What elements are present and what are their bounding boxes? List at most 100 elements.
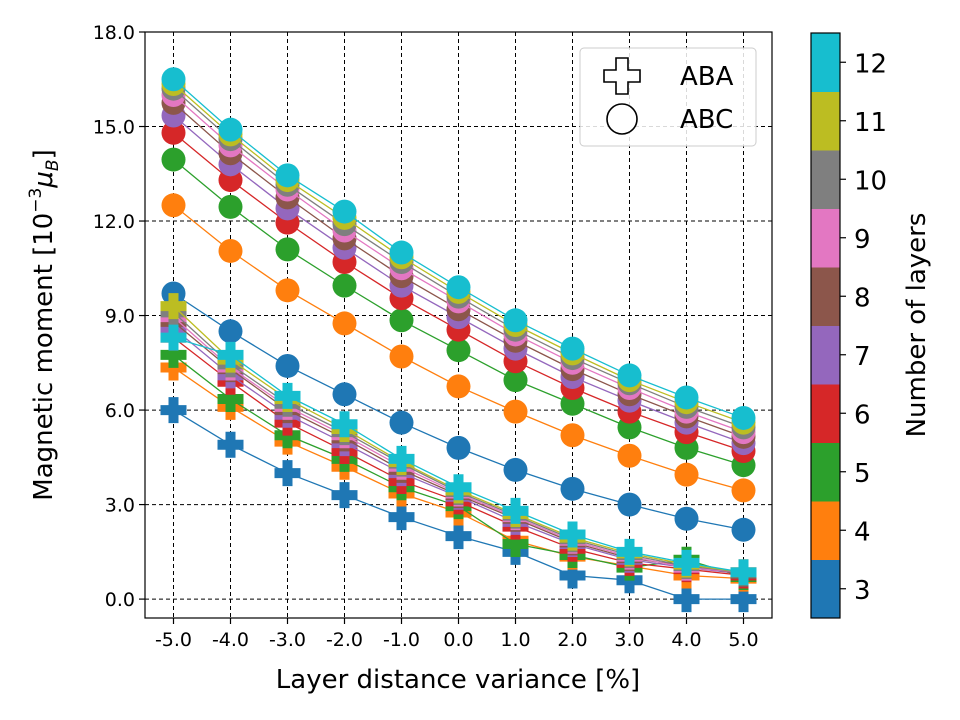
abc-point xyxy=(275,237,300,262)
aba-point xyxy=(673,586,700,613)
abc-point xyxy=(674,385,699,410)
abc-point xyxy=(674,462,699,487)
abc-point xyxy=(275,278,300,303)
aba-point xyxy=(160,341,187,368)
colorbar-label: Number of layers xyxy=(902,213,932,438)
abc-point xyxy=(503,399,528,424)
legend-label-aba: ABA xyxy=(680,62,734,92)
colorbar-segment xyxy=(811,501,840,560)
aba-point xyxy=(217,431,244,458)
abc-point xyxy=(446,374,471,399)
y-axis-label-exp: −3 xyxy=(26,188,46,213)
colorbar-segment xyxy=(811,267,840,326)
abc-point xyxy=(560,476,585,501)
aba-point xyxy=(445,474,472,501)
aba-point xyxy=(160,324,187,351)
aba-point xyxy=(274,460,301,487)
abc-point xyxy=(560,423,585,448)
legend-circle-marker xyxy=(606,103,638,135)
abc-point xyxy=(332,382,357,407)
y-axis-label-mu: μ xyxy=(29,171,59,189)
x-axis-label: Layer distance variance [%] xyxy=(276,665,640,695)
abc-point xyxy=(332,273,357,298)
colorbar-tick-label: 8 xyxy=(854,283,871,313)
abc-point xyxy=(617,363,642,388)
abc-point xyxy=(218,194,243,219)
aba-point xyxy=(388,445,415,472)
colorbar-tick-label: 9 xyxy=(854,225,871,255)
colorbar: 3 4 5 6 7 8 9 10 11 12 xyxy=(810,32,887,619)
y-axis-label-close: ] xyxy=(29,149,59,159)
abc-series-12 xyxy=(161,67,756,430)
y-tick-label: 6.0 xyxy=(105,400,135,422)
colorbar-tick-label: 7 xyxy=(854,342,871,372)
y-axis-label-sub: B xyxy=(43,159,63,171)
legend-plus-marker xyxy=(603,57,641,95)
abc-point xyxy=(218,117,243,142)
y-axis-label: Magnetic moment [10−3μB] xyxy=(26,149,63,500)
colorbar-segment xyxy=(811,325,840,385)
abc-point xyxy=(560,336,585,361)
colorbar-frame xyxy=(810,32,841,619)
abc-point xyxy=(617,443,642,468)
x-tick-label: -2.0 xyxy=(326,629,363,651)
colorbar-tick-label: 10 xyxy=(854,166,887,196)
aba-point xyxy=(616,538,643,565)
colorbar-segment xyxy=(811,33,840,92)
abc-point xyxy=(503,457,528,482)
y-tick-label: 3.0 xyxy=(105,495,135,517)
x-tick-label: 0.0 xyxy=(443,629,473,651)
x-tick-label: -4.0 xyxy=(212,629,249,651)
aba-point xyxy=(331,482,358,509)
abc-point xyxy=(731,517,756,542)
abc-point xyxy=(389,410,414,435)
y-tick-label: 18.0 xyxy=(93,22,135,44)
aba-series-12 xyxy=(160,324,757,586)
abc-series-4 xyxy=(161,193,756,503)
aba-point xyxy=(388,504,415,531)
abc-series-5 xyxy=(161,147,756,478)
colorbar-tick-label: 6 xyxy=(854,400,871,430)
abc-point xyxy=(161,67,186,92)
abc-point xyxy=(446,435,471,460)
aba-point xyxy=(730,559,757,586)
abc-point xyxy=(389,344,414,369)
abc-point xyxy=(446,338,471,363)
x-tick-label: -1.0 xyxy=(383,629,420,651)
abc-point xyxy=(161,120,186,145)
colorbar-segment xyxy=(811,442,840,502)
series-layer xyxy=(160,67,757,613)
aba-point xyxy=(559,562,586,589)
colorbar-segment xyxy=(811,208,840,268)
x-tick-label: 5.0 xyxy=(728,629,758,651)
x-tick-label: 4.0 xyxy=(671,629,701,651)
abc-point xyxy=(332,199,357,224)
colorbar-segment xyxy=(811,384,840,443)
colorbar-tick-label: 11 xyxy=(854,108,887,138)
x-tick-label: 2.0 xyxy=(557,629,587,651)
aba-point xyxy=(274,382,301,409)
y-tick-label: 15.0 xyxy=(93,117,135,139)
aba-point xyxy=(559,521,586,548)
aba-point xyxy=(673,549,700,576)
abc-series-3 xyxy=(161,281,756,542)
abc-point xyxy=(446,275,471,300)
abc-point xyxy=(275,163,300,188)
abc-point xyxy=(674,506,699,531)
x-tick-label: 1.0 xyxy=(500,629,530,651)
abc-point xyxy=(503,368,528,393)
colorbar-segment xyxy=(811,559,840,619)
aba-point xyxy=(160,293,187,320)
colorbar-segment xyxy=(811,150,840,209)
abc-point xyxy=(275,353,300,378)
abc-point xyxy=(332,311,357,336)
colorbar-tick-label: 12 xyxy=(854,49,887,79)
abc-point xyxy=(617,492,642,517)
axis-ticks: -5.0 -4.0 -3.0 -2.0 -1.0 0.0 1.0 2.0 3.0 4.0 5.0 0.… xyxy=(93,22,759,651)
x-tick-label: -3.0 xyxy=(269,629,306,651)
y-tick-label: 0.0 xyxy=(105,589,135,611)
aba-point xyxy=(502,497,529,524)
colorbar-segment xyxy=(811,91,840,151)
abc-point xyxy=(731,478,756,503)
